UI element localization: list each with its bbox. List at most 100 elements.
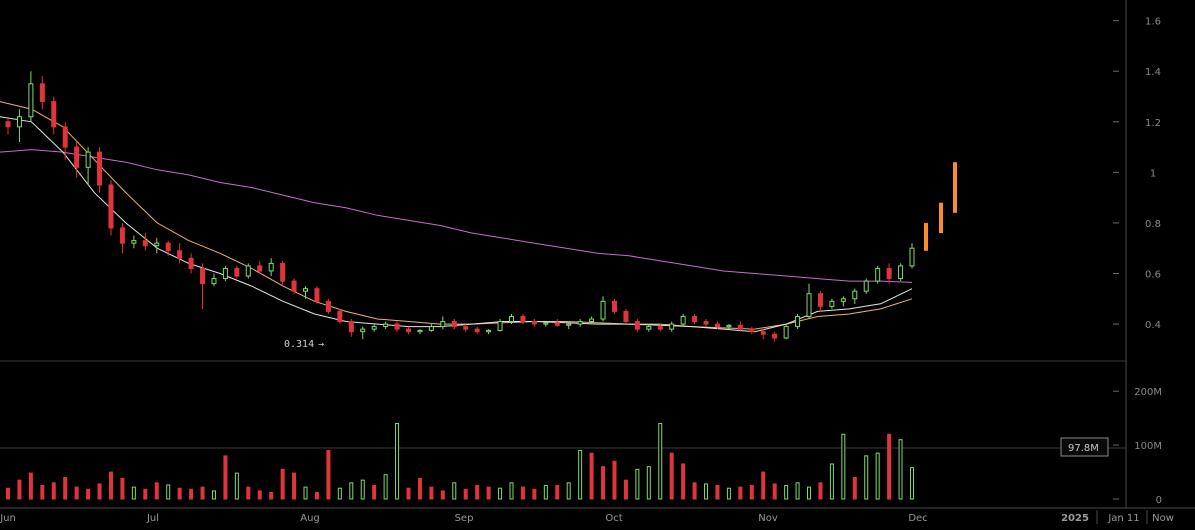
candle-down bbox=[451, 321, 457, 328]
candle-up bbox=[268, 262, 274, 272]
volume-bar bbox=[807, 486, 812, 500]
candle-down bbox=[97, 151, 103, 186]
candle-up bbox=[669, 323, 675, 330]
candle-down bbox=[623, 310, 629, 323]
candle-down bbox=[657, 326, 663, 330]
volume-bar bbox=[234, 472, 239, 500]
last-volume-badge: 97.8M bbox=[1060, 437, 1109, 457]
candles bbox=[5, 71, 915, 342]
volume-bar bbox=[692, 482, 697, 500]
volume-bar bbox=[875, 452, 880, 500]
last-volume-box bbox=[1060, 437, 1109, 457]
candle-up bbox=[543, 322, 549, 325]
candle-down bbox=[554, 322, 560, 326]
volume-bar bbox=[383, 474, 388, 500]
volume-bar bbox=[669, 452, 674, 500]
volume-bar bbox=[738, 486, 743, 500]
price-tick-label: 1 bbox=[1150, 168, 1156, 179]
low-price-label: 0.314 bbox=[284, 339, 314, 350]
volume-tick-label: 0 bbox=[1156, 495, 1162, 506]
candle-down bbox=[51, 101, 57, 128]
volume-bar bbox=[486, 486, 491, 500]
volume-bar bbox=[417, 478, 422, 500]
volume-bar bbox=[646, 466, 651, 500]
volume-bar bbox=[612, 460, 617, 500]
candle-down bbox=[474, 328, 480, 333]
moving-average-line bbox=[0, 101, 913, 330]
forecast-bar bbox=[939, 202, 943, 234]
volume-bar bbox=[63, 476, 68, 500]
volume-bar bbox=[784, 485, 789, 500]
volume-bar bbox=[372, 485, 377, 500]
volume-bar bbox=[532, 488, 537, 500]
low-price-arrow: → bbox=[318, 339, 324, 350]
candle-up bbox=[680, 315, 686, 325]
volume-bar bbox=[463, 488, 468, 500]
x-tick-label: Nov bbox=[758, 513, 778, 524]
volume-bar bbox=[74, 486, 79, 500]
volume-bar bbox=[360, 479, 365, 500]
volume-bar bbox=[166, 484, 171, 500]
candle-down bbox=[817, 293, 823, 307]
price-tick-label: 0.8 bbox=[1145, 219, 1161, 230]
candle-up bbox=[783, 326, 789, 339]
candle-up bbox=[909, 247, 915, 267]
volume-bar bbox=[211, 490, 216, 500]
volume-bar bbox=[841, 433, 846, 500]
volume-bar bbox=[337, 487, 342, 500]
volume-bar bbox=[406, 487, 411, 500]
forecast-bar bbox=[924, 222, 928, 251]
candle-up bbox=[383, 323, 389, 328]
candle-up bbox=[898, 265, 904, 280]
candle-up bbox=[600, 300, 606, 320]
volume-bar bbox=[51, 482, 56, 500]
candle-down bbox=[188, 257, 194, 269]
volume-bar bbox=[440, 490, 445, 500]
candle-up bbox=[245, 265, 251, 277]
volume-bar bbox=[40, 485, 45, 500]
moving-average-lines bbox=[0, 101, 913, 333]
candle-up bbox=[566, 323, 572, 326]
candle-down bbox=[5, 121, 11, 128]
volume-bar bbox=[303, 486, 308, 500]
volume-bar bbox=[658, 423, 663, 500]
price-tick-label: 0.4 bbox=[1145, 320, 1161, 331]
volume-bar bbox=[635, 468, 640, 500]
volume-bar bbox=[269, 492, 274, 500]
volume-bar bbox=[349, 482, 354, 500]
candle-down bbox=[74, 146, 80, 168]
price-tick-label: 1.2 bbox=[1145, 118, 1161, 129]
candle-down bbox=[39, 83, 45, 103]
candle-up bbox=[303, 288, 309, 292]
candle-down bbox=[772, 333, 778, 339]
volume-bars bbox=[6, 423, 914, 500]
x-tick-label: 2025 bbox=[1061, 513, 1089, 524]
candle-up bbox=[863, 280, 869, 292]
volume-bar bbox=[726, 487, 731, 500]
volume-bar bbox=[395, 423, 400, 500]
volume-bar bbox=[223, 455, 228, 500]
volume-bar bbox=[97, 483, 102, 500]
candle-down bbox=[634, 321, 640, 330]
volume-bar bbox=[143, 488, 148, 500]
volume-bar bbox=[761, 471, 766, 500]
candle-down bbox=[314, 288, 320, 302]
volume-bar bbox=[589, 452, 594, 500]
volume-bar bbox=[566, 482, 571, 500]
forecast-bars bbox=[924, 162, 957, 251]
volume-tick-label: 200M bbox=[1134, 387, 1162, 398]
volume-bar bbox=[795, 482, 800, 500]
volume-bar bbox=[887, 433, 892, 500]
candle-down bbox=[234, 267, 240, 277]
candle-down bbox=[337, 310, 343, 323]
candle-up bbox=[85, 151, 91, 168]
candle-up bbox=[646, 326, 652, 330]
price-tick-label: 0.6 bbox=[1145, 270, 1161, 281]
candle-up bbox=[795, 315, 801, 328]
candle-up bbox=[417, 329, 423, 333]
candle-up bbox=[577, 321, 583, 325]
volume-bar bbox=[555, 485, 560, 500]
candle-down bbox=[291, 280, 297, 292]
